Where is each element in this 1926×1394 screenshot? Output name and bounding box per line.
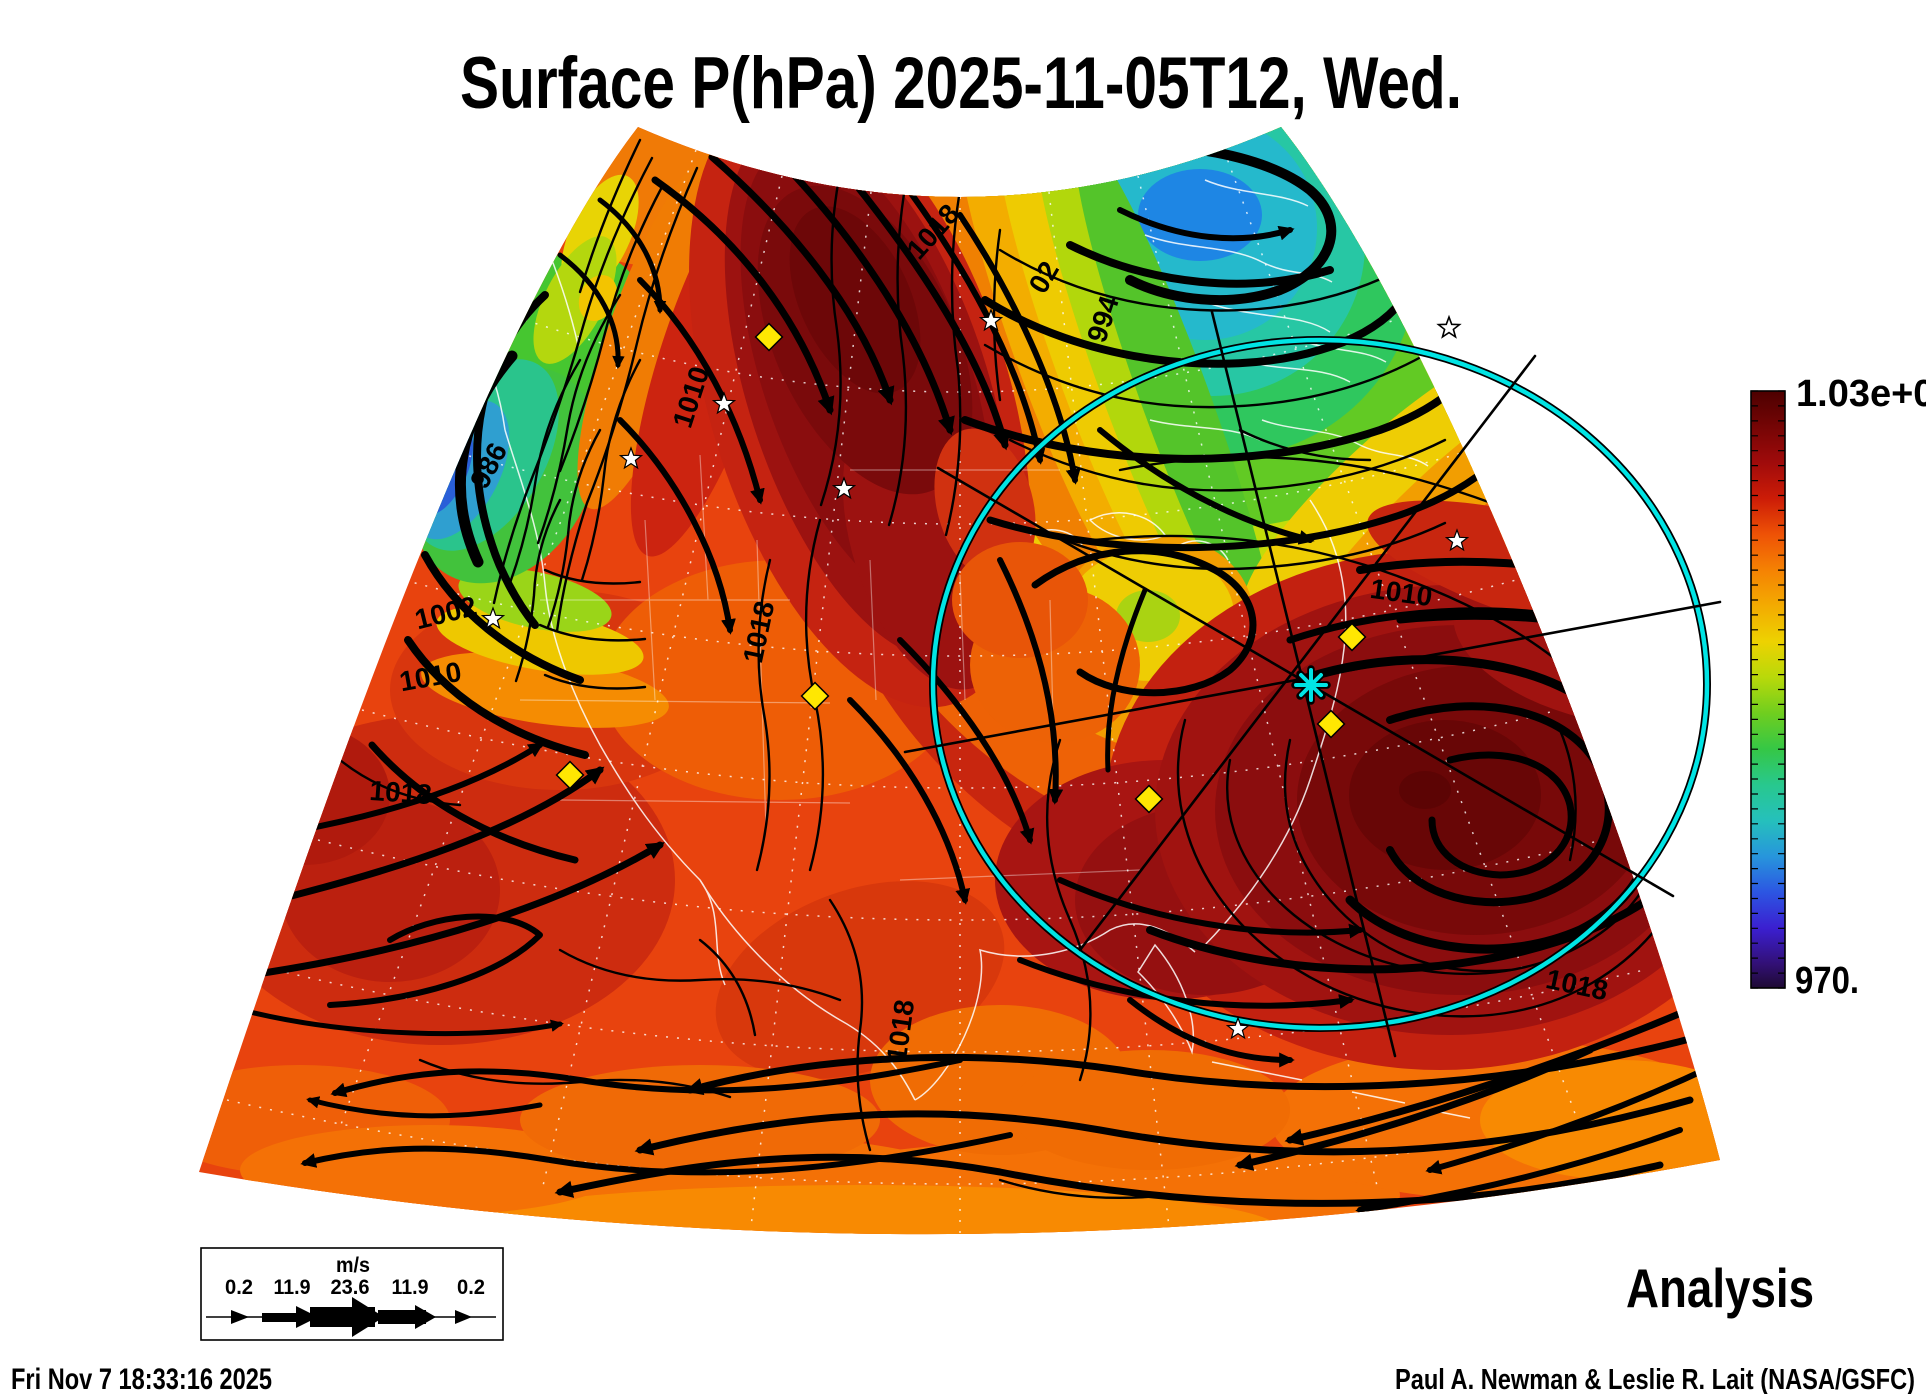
svg-text:Paul A. Newman & Leslie R. Lai: Paul A. Newman & Leslie R. Lait (NASA/GS… xyxy=(1395,1364,1915,1394)
svg-text:0.2: 0.2 xyxy=(225,1276,253,1299)
svg-text:11.9: 11.9 xyxy=(274,1276,311,1299)
svg-text:0.2: 0.2 xyxy=(457,1276,485,1299)
svg-text:1.03e+03: 1.03e+03 xyxy=(1796,373,1926,415)
svg-text:Fri Nov 7 18:33:16 2025: Fri Nov 7 18:33:16 2025 xyxy=(11,1363,272,1394)
svg-text:Surface P(hPa) 2025-11-05T12,: Surface P(hPa) 2025-11-05T12, Wed. xyxy=(460,43,1462,124)
svg-text:23.6: 23.6 xyxy=(331,1276,370,1299)
svg-text:970.: 970. xyxy=(1795,960,1859,1002)
svg-text:m/s: m/s xyxy=(336,1254,370,1277)
svg-text:Analysis: Analysis xyxy=(1626,1257,1814,1319)
svg-text:1018: 1018 xyxy=(369,775,433,810)
svg-text:11.9: 11.9 xyxy=(392,1276,429,1299)
